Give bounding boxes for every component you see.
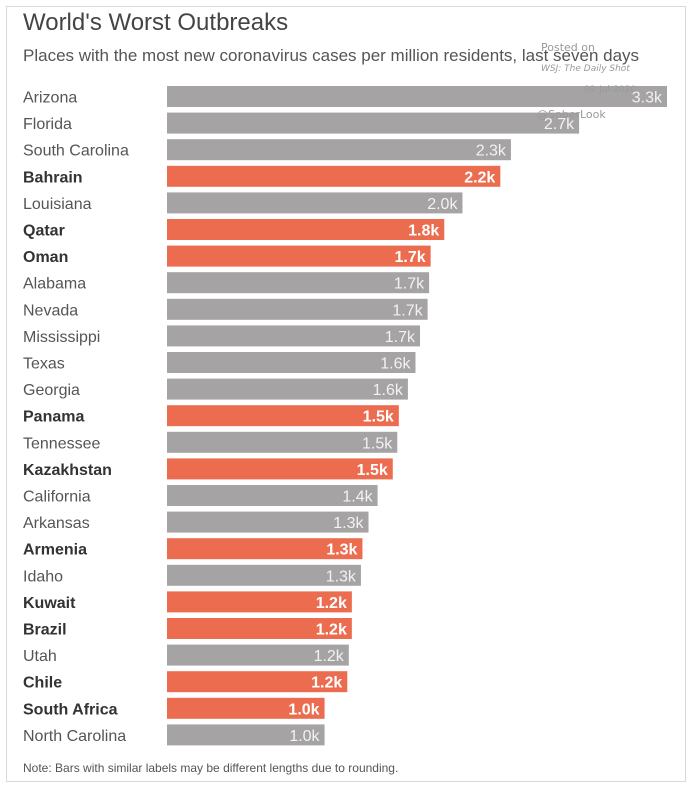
chart-note: Note: Bars with similar labels may be di… [23,761,399,775]
bar-utah [167,644,349,666]
bar-panama [167,405,399,427]
bar-texas [167,352,416,373]
category-label-north-carolina: North Carolina [23,728,126,745]
value-label-armenia: 1.3k [326,542,357,559]
watermark-source: WSJ: The Daily Shot [541,64,630,74]
category-label-georgia: Georgia [23,382,80,399]
bar-arizona [167,86,667,107]
value-label-kazakhstan: 1.5k [357,462,388,479]
value-label-arizona: 3.3k [632,90,663,107]
value-label-south-carolina: 2.3k [476,143,507,160]
value-label-north-carolina: 1.0k [289,728,320,745]
category-label-idaho: Idaho [23,568,63,585]
category-label-texas: Texas [23,356,65,373]
category-label-louisiana: Louisiana [23,196,92,213]
value-label-alabama: 1.7k [394,276,425,293]
watermark-handle: @SoberLook [537,108,606,121]
bar-chart: Arizona 3.3k Florida 2.7k South Carolina 2.3k… [23,86,667,746]
bar-bahrain [167,165,501,187]
bar-california [167,485,378,506]
value-label-kuwait: 1.2k [316,595,347,612]
value-label-texas: 1.6k [380,356,411,373]
bar-tennessee [167,431,398,453]
value-label-idaho: 1.3k [326,568,357,585]
bar-arkansas [167,511,369,533]
category-label-alabama: Alabama [23,276,86,293]
category-label-florida: Florida [23,116,72,133]
category-label-california: California [23,489,91,506]
value-label-mississippi: 1.7k [385,329,416,346]
watermark-posted: Posted on [541,41,595,54]
bar-louisiana [167,192,463,214]
value-label-oman: 1.7k [394,249,425,266]
watermark-date: 09-Jul-2020 [584,85,637,95]
category-label-mississippi: Mississippi [23,329,100,346]
value-label-brazil: 1.2k [316,622,347,639]
bar-florida [167,112,580,134]
category-label-chile: Chile [23,675,62,692]
bar-georgia [167,378,408,400]
chart-title: World's Worst Outbreaks [23,9,289,36]
category-label-south-africa: South Africa [23,701,118,718]
value-label-chile: 1.2k [311,675,342,692]
value-label-arkansas: 1.3k [333,515,364,532]
category-label-panama: Panama [23,409,84,426]
category-label-arkansas: Arkansas [23,515,90,532]
value-label-bahrain: 2.2k [464,169,495,186]
bar-mississippi [167,325,421,347]
bar-armenia [167,538,363,560]
bar-qatar [167,219,445,240]
bar-south-carolina [167,139,511,161]
category-label-utah: Utah [23,648,57,665]
category-label-armenia: Armenia [23,542,87,559]
value-label-nevada: 1.7k [392,302,423,319]
value-label-georgia: 1.6k [373,382,404,399]
value-label-qatar: 1.8k [408,223,439,240]
category-label-tennessee: Tennessee [23,435,100,452]
bar-idaho [167,564,361,586]
category-label-oman: Oman [23,249,68,266]
bar-oman [167,245,431,267]
bar-kazakhstan [167,458,393,480]
category-label-nevada: Nevada [23,302,78,319]
bar-north-carolina [167,724,325,746]
category-label-kuwait: Kuwait [23,595,76,612]
bar-nevada [167,298,428,320]
bar-kuwait [167,591,352,613]
category-label-bahrain: Bahrain [23,169,83,186]
value-label-florida: 2.7k [544,116,575,133]
bar-brazil [167,618,352,639]
bar-alabama [167,272,430,294]
value-label-utah: 1.2k [314,648,345,665]
value-label-panama: 1.5k [363,409,394,426]
category-label-kazakhstan: Kazakhstan [23,462,112,479]
bar-chile [167,671,348,693]
category-label-south-carolina: South Carolina [23,143,129,160]
category-label-brazil: Brazil [23,622,67,639]
bar-south-africa [167,697,325,719]
value-label-louisiana: 2.0k [427,196,458,213]
value-label-tennessee: 1.5k [362,435,393,452]
category-label-arizona: Arizona [23,90,77,107]
value-label-south-africa: 1.0k [288,701,319,718]
chart-subtitle: Places with the most new coronavirus cas… [23,46,640,65]
value-label-california: 1.4k [342,489,373,506]
category-label-qatar: Qatar [23,223,65,240]
